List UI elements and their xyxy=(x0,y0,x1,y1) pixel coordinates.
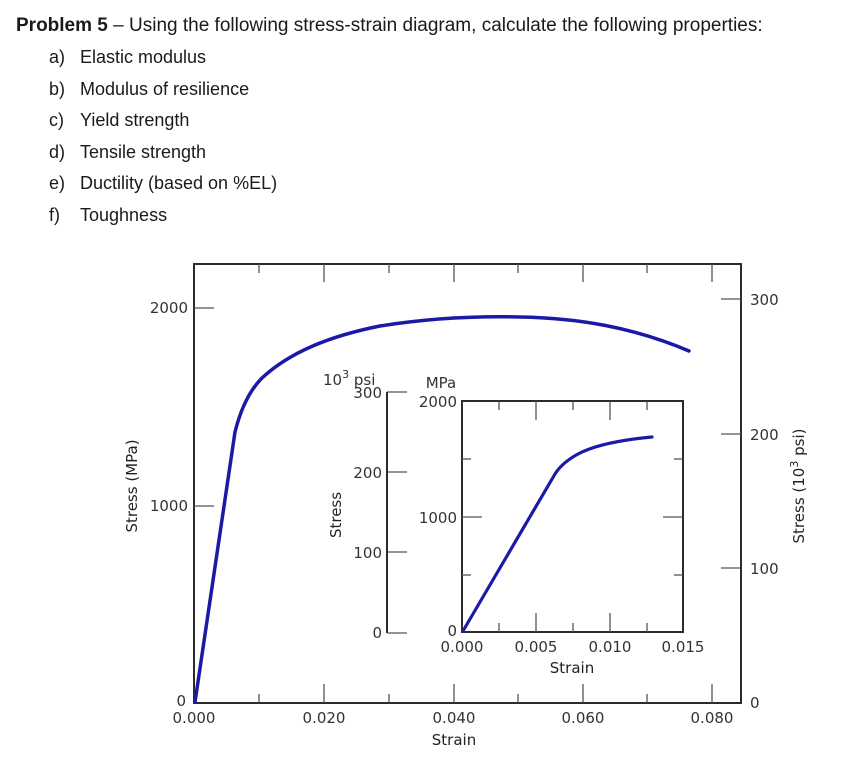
main-xtick-0.040: 0.040 xyxy=(433,709,476,727)
main-left-ticks xyxy=(194,307,214,507)
main-ytick-right-100: 100 xyxy=(750,560,779,578)
list-item: f) Toughness xyxy=(49,203,277,235)
main-right-ticks xyxy=(721,298,741,569)
main-ytick-right-200: 200 xyxy=(750,426,779,444)
item-letter: c) xyxy=(49,110,64,130)
main-plot-frame xyxy=(193,263,742,704)
main-xtick-0.080: 0.080 xyxy=(691,709,734,727)
item-letter: e) xyxy=(49,173,66,193)
item-letter: a) xyxy=(49,47,66,67)
main-ylabel-right: Stress (103 psi) xyxy=(788,429,808,544)
inset-psi-tick-100: 100 xyxy=(353,544,382,562)
main-xtick-0.000: 0.000 xyxy=(173,709,216,727)
main-ytick-1000: 1000 xyxy=(150,497,188,515)
problem-dash: – xyxy=(107,15,129,36)
inset-psi-ticks xyxy=(387,391,407,634)
inset-psi-tick-0: 0 xyxy=(372,624,382,642)
inset-xtick-0.005: 0.005 xyxy=(515,638,558,656)
inset-mpa-tick-1000: 1000 xyxy=(419,509,457,527)
inset-xlabel: Strain xyxy=(550,659,594,677)
property-list: a) Elastic modulus b) Modulus of resilienc… xyxy=(49,45,277,234)
inset-psi-unit: 103 psi xyxy=(323,368,375,389)
list-item: d) Tensile strength xyxy=(49,140,277,172)
item-text: Elastic modulus xyxy=(80,47,207,67)
inset-psi-tick-200: 200 xyxy=(353,464,382,482)
main-ytick-right-300: 300 xyxy=(750,291,779,309)
inset-xtick-0.015: 0.015 xyxy=(662,638,705,656)
main-ytick-2000: 2000 xyxy=(150,299,188,317)
inset-mpa-tick-2000: 2000 xyxy=(419,393,457,411)
list-item: b) Modulus of resilience xyxy=(49,77,277,109)
main-xtick-0.060: 0.060 xyxy=(562,709,605,727)
problem-prompt: Using the following stress-strain diagra… xyxy=(129,15,763,36)
list-item: e) Ductility (based on %EL) xyxy=(49,171,277,203)
item-letter: b) xyxy=(49,78,66,99)
problem-statement: Problem 5 – Using the following stress-s… xyxy=(16,14,763,38)
inset-frame-ticks xyxy=(462,401,683,632)
item-text: Ductility (based on %EL) xyxy=(80,173,278,193)
main-ytick-0: 0 xyxy=(176,692,186,710)
inset-stress-strain-curve xyxy=(461,435,654,633)
item-text: Yield strength xyxy=(80,110,190,130)
item-letter: f) xyxy=(49,204,60,225)
inset-ylabel: Stress xyxy=(327,492,345,538)
main-stress-strain-curve xyxy=(193,315,691,704)
list-item: a) Elastic modulus xyxy=(49,45,277,77)
inset-plot-frame xyxy=(461,400,684,633)
inset-xtick-0.010: 0.010 xyxy=(589,638,632,656)
inset-xtick-0.000: 0.000 xyxy=(441,638,484,656)
main-ytick-right-0: 0 xyxy=(750,694,760,712)
main-top-ticks xyxy=(258,264,713,282)
inset-mpa-tick-0: 0 xyxy=(447,622,457,640)
main-bottom-ticks xyxy=(258,684,713,703)
main-ylabel-left: Stress (MPa) xyxy=(123,439,141,532)
main-xtick-0.020: 0.020 xyxy=(303,709,346,727)
list-item: c) Yield strength xyxy=(49,108,277,140)
item-text: Tensile strength xyxy=(80,141,207,162)
inset-mpa-unit: MPa xyxy=(426,374,457,392)
inset-psi-tick-300: 300 xyxy=(353,384,382,402)
item-text: Modulus of resilience xyxy=(80,78,250,99)
item-text: Toughness xyxy=(80,204,168,225)
item-letter: d) xyxy=(49,141,66,162)
problem-label: Problem 5 xyxy=(16,15,108,36)
main-xlabel: Strain xyxy=(432,731,476,749)
